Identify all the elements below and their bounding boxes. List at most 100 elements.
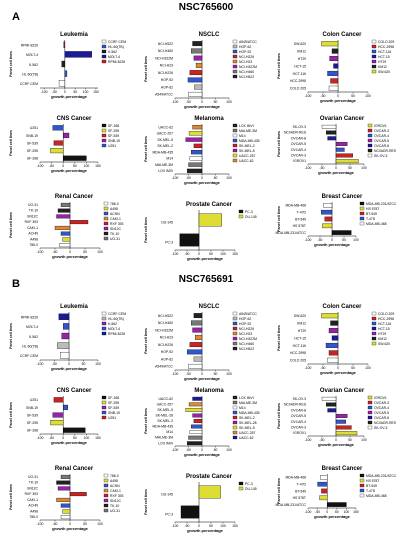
bar: [57, 208, 71, 213]
y-tick-label: 786-0: [29, 515, 38, 519]
y-axis-label: Panel cell lines: [9, 212, 13, 238]
legend-label: HCT-116: [378, 322, 391, 326]
y-tick-label: OVCAR-3: [291, 153, 306, 157]
bar: [331, 335, 339, 341]
x-tick-label: -100: [37, 250, 44, 254]
bar: [331, 230, 352, 235]
legend-label: UO-31: [110, 237, 120, 241]
bar: [335, 142, 348, 146]
bar: [188, 363, 203, 369]
x-tick-label: 100: [361, 166, 367, 170]
y-tick-label: M14: [166, 430, 173, 434]
legend-label: UACC-62: [239, 159, 254, 163]
y-tick-label: DU-145: [161, 493, 173, 497]
legend-swatch: [232, 420, 238, 425]
bar: [321, 313, 339, 319]
y-axis-label: Panel cell lines: [277, 403, 281, 429]
bar: [192, 327, 203, 333]
x-tick-label: 100: [84, 436, 90, 440]
x-tick-label: -50: [321, 94, 326, 98]
legend-label: NCI-H460: [239, 342, 254, 346]
legend-label: OVCAR-3: [374, 401, 389, 405]
legend-label: OVCAR-4: [374, 406, 389, 410]
y-tick-label: A498: [30, 237, 38, 241]
legend-swatch: [359, 488, 365, 493]
bar: [324, 216, 333, 222]
chart-nsclc: NSCLC Panel cell lines -100 -50 0 50 100 growth…: [144, 32, 257, 109]
legend-swatch: [232, 49, 238, 54]
bar: [335, 419, 346, 424]
x-tick-label: 0: [64, 90, 66, 94]
y-tick-label: CCRF-CEM: [20, 354, 38, 358]
legend-swatch: [232, 425, 238, 430]
bar: [193, 356, 203, 362]
bar: [330, 78, 339, 84]
legend-label: OVCAR-8: [374, 144, 389, 148]
legend-swatch: [101, 316, 107, 321]
legend-label: CAKI-1: [110, 489, 121, 493]
legend-swatch: [101, 59, 107, 64]
legend-label: ACHN: [110, 212, 120, 216]
x-tick-label: 100: [365, 366, 371, 370]
legend-swatch: [367, 153, 373, 158]
x-tick-label: 100: [353, 238, 359, 242]
y-tick-label: UO-31: [28, 475, 38, 479]
legend-label: MDA-MB-468: [366, 222, 387, 226]
chart-ovarian-cancer: Ovarian Cancer Panel cell lines -100 -50 0 50…: [277, 116, 397, 175]
bar: [322, 223, 333, 229]
x-tick-label: 0: [198, 252, 200, 256]
chart-title: Melanoma: [194, 388, 224, 394]
legend-label: T-47D: [366, 489, 376, 493]
legend-swatch: [103, 216, 109, 221]
y-axis-label: Panel cell lines: [144, 136, 148, 162]
legend-swatch: [101, 54, 107, 59]
bar: [333, 63, 339, 69]
y-axis-label: Panel cell lines: [9, 130, 13, 156]
bar: [325, 342, 339, 348]
y-tick-label: HOP-92: [161, 78, 173, 82]
x-tick-label: 50: [73, 164, 77, 168]
x-tick-label: 0: [201, 372, 203, 376]
bar: [329, 56, 339, 62]
y-tick-label: DU-145: [161, 221, 173, 225]
y-tick-label: OVCAR-8: [291, 408, 306, 412]
legend-label: NCI-H460: [239, 70, 254, 74]
x-tick-label: 100: [226, 372, 232, 376]
x-tick-label: 50: [214, 448, 218, 452]
y-tick-label: HCT-116: [293, 72, 306, 76]
y-tick-label: KM12: [297, 322, 306, 326]
legend-label: OVCAR-3: [374, 129, 389, 133]
x-tick-label: 50: [83, 522, 87, 526]
bar: [195, 334, 203, 340]
x-axis-label: growth percentage: [187, 256, 224, 261]
legend-swatch: [232, 39, 238, 44]
bar: [192, 125, 203, 130]
bar: [188, 91, 203, 97]
legend-label: HT29: [378, 332, 386, 336]
bar: [69, 220, 89, 225]
x-tick-label: 50: [214, 176, 218, 180]
legend-swatch: [232, 153, 238, 158]
y-tick-label: HL-60(TB): [22, 72, 38, 76]
y-tick-label: COLO 205: [290, 87, 306, 91]
bar: [321, 124, 337, 129]
x-axis-label: growth percentage: [51, 94, 88, 99]
y-tick-label: HCT-15: [294, 336, 306, 340]
y-tick-label: RPMI-8226: [21, 316, 38, 320]
legend-label: OVCAR-5: [374, 411, 389, 415]
legend-swatch: [232, 395, 238, 400]
x-axis-label: growth percentage: [187, 528, 224, 533]
bar: [50, 148, 64, 154]
chart-prostate-cancer: Prostate Cancer Panel cell lines -100 -50 0 5…: [144, 474, 257, 533]
x-tick-label: 50: [342, 238, 346, 242]
y-tick-label: HS 578T: [293, 224, 306, 228]
legend-swatch: [232, 316, 238, 321]
y-tick-label: HOP-92: [161, 350, 173, 354]
legend-label: CCRF-CEM: [108, 312, 126, 316]
legend-label: SN12C: [110, 499, 121, 503]
chart-title: Prostate Cancer: [186, 474, 233, 480]
x-tick-label: 100: [361, 438, 367, 442]
y-tick-label: OVCAR-5: [291, 414, 306, 418]
y-tick-label: MDA-MB-468: [285, 476, 306, 480]
chart-title: Renal Cancer: [55, 466, 94, 472]
